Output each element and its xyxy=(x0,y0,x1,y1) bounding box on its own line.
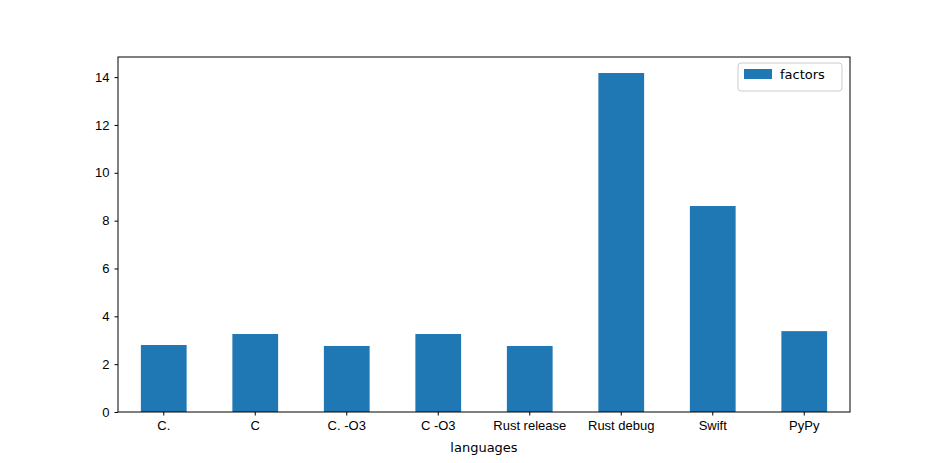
x-tick-label: Swift xyxy=(699,418,728,433)
x-axis: C. C C. -O3 C -O3 Rust release Rust debug Swif… xyxy=(157,412,820,433)
x-tick: C. xyxy=(157,412,170,433)
y-tick: 2 xyxy=(102,357,118,372)
x-tick: Rust debug xyxy=(588,412,655,433)
y-tick: 8 xyxy=(102,213,118,228)
y-tick: 4 xyxy=(102,309,118,324)
y-tick-mark xyxy=(115,364,119,365)
x-tick-label: Rust debug xyxy=(588,418,655,433)
plot-area xyxy=(141,73,827,412)
y-tick-label: 4 xyxy=(102,309,109,324)
bar xyxy=(507,346,553,412)
y-tick-label: 12 xyxy=(95,118,109,133)
legend-box xyxy=(738,63,842,91)
y-tick-label: 6 xyxy=(102,261,109,276)
y-tick: 6 xyxy=(102,261,118,276)
y-tick: 0 xyxy=(102,405,118,420)
x-tick: Swift xyxy=(699,412,728,433)
plot-frame xyxy=(118,57,850,412)
bar xyxy=(690,206,736,412)
bar xyxy=(324,346,370,412)
y-tick-mark xyxy=(115,125,119,126)
x-tick-mark xyxy=(255,412,256,416)
x-tick: C xyxy=(251,412,260,433)
y-axis: 0 2 4 6 8 10 12 14 xyxy=(95,70,118,420)
y-tick: 10 xyxy=(95,165,118,180)
y-tick-label: 10 xyxy=(95,165,109,180)
y-tick-mark xyxy=(115,173,119,174)
x-tick-label: Rust release xyxy=(493,418,566,433)
y-tick-mark xyxy=(115,221,119,222)
bar xyxy=(232,334,278,412)
y-tick-mark xyxy=(115,77,119,78)
x-tick-label: C. -O3 xyxy=(328,418,366,433)
x-tick: Rust release xyxy=(493,412,566,433)
bar xyxy=(781,331,827,412)
x-tick: PyPy xyxy=(789,412,820,433)
x-tick-label: C xyxy=(251,418,260,433)
y-tick-mark xyxy=(115,316,119,317)
bar xyxy=(598,73,644,412)
y-tick-label: 0 xyxy=(102,405,109,420)
x-tick-label: PyPy xyxy=(789,418,820,433)
legend-label: factors xyxy=(780,67,825,82)
y-tick-label: 8 xyxy=(102,213,109,228)
x-tick: C -O3 xyxy=(421,412,456,433)
x-axis-label: languages xyxy=(450,440,518,455)
x-tick-label: C -O3 xyxy=(421,418,456,433)
y-tick-label: 14 xyxy=(95,70,109,85)
chart: C. C C. -O3 C -O3 Rust release Rust debug Swif… xyxy=(0,0,944,463)
x-tick-mark xyxy=(621,412,622,416)
y-tick: 12 xyxy=(95,118,118,133)
y-tick: 14 xyxy=(95,70,118,85)
x-tick-label: C. xyxy=(157,418,170,433)
x-tick-mark xyxy=(438,412,439,416)
y-tick-mark xyxy=(115,412,119,413)
x-tick-mark xyxy=(163,412,164,416)
x-tick-mark xyxy=(346,412,347,416)
x-tick: C. -O3 xyxy=(328,412,366,433)
y-tick-mark xyxy=(115,268,119,269)
x-tick-mark xyxy=(529,412,530,416)
legend: factors xyxy=(738,63,842,91)
bar xyxy=(141,345,187,412)
x-tick-mark xyxy=(712,412,713,416)
legend-swatch xyxy=(744,69,772,79)
x-tick-mark xyxy=(804,412,805,416)
bar xyxy=(415,334,461,412)
y-tick-label: 2 xyxy=(102,357,109,372)
